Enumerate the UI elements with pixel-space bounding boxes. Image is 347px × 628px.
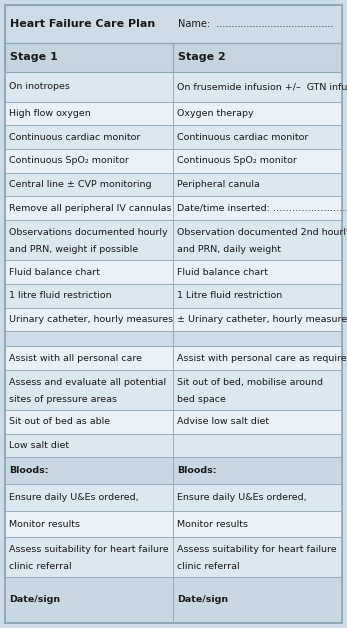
Bar xyxy=(174,538,342,577)
Text: Continuous cardiac monitor: Continuous cardiac monitor xyxy=(178,133,309,142)
Bar xyxy=(5,410,174,433)
Bar xyxy=(5,332,174,346)
Bar xyxy=(5,102,174,126)
Text: On inotropes: On inotropes xyxy=(9,82,70,91)
Text: Bloods:: Bloods: xyxy=(178,466,217,475)
Text: clinic referral: clinic referral xyxy=(9,563,71,571)
Bar xyxy=(174,284,342,308)
Bar xyxy=(174,173,342,197)
Bar xyxy=(174,72,342,102)
Text: Assess suitability for heart failure: Assess suitability for heart failure xyxy=(178,545,337,554)
Bar xyxy=(5,197,174,220)
Bar xyxy=(174,220,342,260)
Bar xyxy=(174,370,342,410)
Text: Heart Failure Care Plan: Heart Failure Care Plan xyxy=(10,19,155,29)
Text: Assist with personal care as required: Assist with personal care as required xyxy=(178,354,347,362)
Text: 1 litre fluid restriction: 1 litre fluid restriction xyxy=(9,291,112,300)
Bar xyxy=(174,260,342,284)
Text: Ensure daily U&Es ordered,: Ensure daily U&Es ordered, xyxy=(9,493,138,502)
Bar xyxy=(5,284,174,308)
Text: Continuous cardiac monitor: Continuous cardiac monitor xyxy=(9,133,141,142)
Bar xyxy=(174,511,342,538)
Bar xyxy=(5,5,342,43)
Text: Stage 1: Stage 1 xyxy=(10,53,58,63)
Text: Date/time inserted: ……………………: Date/time inserted: …………………… xyxy=(178,204,347,213)
Text: Monitor results: Monitor results xyxy=(9,519,80,529)
Bar xyxy=(174,346,342,370)
Bar xyxy=(174,126,342,149)
Text: Advise low salt diet: Advise low salt diet xyxy=(178,417,270,426)
Text: Bloods:: Bloods: xyxy=(9,466,49,475)
Bar xyxy=(5,149,174,173)
Text: Low salt diet: Low salt diet xyxy=(9,441,69,450)
Text: Sit out of bed as able: Sit out of bed as able xyxy=(9,417,110,426)
Text: Observations documented hourly: Observations documented hourly xyxy=(9,228,168,237)
Bar xyxy=(5,72,174,102)
Text: Fluid balance chart: Fluid balance chart xyxy=(9,268,100,276)
Bar xyxy=(5,433,174,457)
Bar xyxy=(174,577,342,622)
Text: Continuous SpO₂ monitor: Continuous SpO₂ monitor xyxy=(9,156,129,165)
Bar xyxy=(5,260,174,284)
Bar xyxy=(5,484,174,511)
Text: and PRN, daily weight: and PRN, daily weight xyxy=(178,246,281,254)
Bar xyxy=(174,457,342,484)
Text: Observation documented 2nd hourly: Observation documented 2nd hourly xyxy=(178,228,347,237)
Bar xyxy=(5,43,174,72)
Bar xyxy=(5,511,174,538)
Text: Assess and evaluate all potential: Assess and evaluate all potential xyxy=(9,377,166,387)
Text: and PRN, weight if possible: and PRN, weight if possible xyxy=(9,246,138,254)
Bar xyxy=(174,149,342,173)
Text: Ensure daily U&Es ordered,: Ensure daily U&Es ordered, xyxy=(178,493,307,502)
Bar xyxy=(174,197,342,220)
Bar xyxy=(174,102,342,126)
Text: Date/sign: Date/sign xyxy=(9,595,60,604)
Bar xyxy=(174,433,342,457)
Bar xyxy=(174,308,342,332)
Bar xyxy=(5,173,174,197)
Text: Sit out of bed, mobilise around: Sit out of bed, mobilise around xyxy=(178,377,323,387)
Bar xyxy=(5,370,174,410)
Text: High flow oxygen: High flow oxygen xyxy=(9,109,91,118)
Bar xyxy=(5,308,174,332)
Bar xyxy=(5,577,174,622)
Bar xyxy=(174,484,342,511)
Text: Oxygen therapy: Oxygen therapy xyxy=(178,109,254,118)
Text: ± Urinary catheter, hourly measures: ± Urinary catheter, hourly measures xyxy=(178,315,347,324)
Text: 1 Litre fluid restriction: 1 Litre fluid restriction xyxy=(178,291,283,300)
Text: Continuous SpO₂ monitor: Continuous SpO₂ monitor xyxy=(178,156,297,165)
Text: Date/sign: Date/sign xyxy=(178,595,229,604)
Bar xyxy=(5,126,174,149)
Bar xyxy=(5,346,174,370)
Text: Remove all peripheral IV cannulas: Remove all peripheral IV cannulas xyxy=(9,204,171,213)
Bar xyxy=(5,220,174,260)
Text: Peripheral canula: Peripheral canula xyxy=(178,180,260,189)
Text: Name:  .......................................: Name: ..................................… xyxy=(178,19,334,29)
Text: Urinary catheter, hourly measures: Urinary catheter, hourly measures xyxy=(9,315,173,324)
Text: Stage 2: Stage 2 xyxy=(178,53,226,63)
Text: On frusemide infusion +/–  GTN infusion: On frusemide infusion +/– GTN infusion xyxy=(178,82,347,91)
Text: Central line ± CVP monitoring: Central line ± CVP monitoring xyxy=(9,180,152,189)
Bar xyxy=(5,538,174,577)
Text: Fluid balance chart: Fluid balance chart xyxy=(178,268,269,276)
Bar xyxy=(174,410,342,433)
Bar xyxy=(174,332,342,346)
Bar xyxy=(174,43,342,72)
Text: Assess suitability for heart failure: Assess suitability for heart failure xyxy=(9,545,169,554)
Text: bed space: bed space xyxy=(178,395,226,404)
Text: Monitor results: Monitor results xyxy=(178,519,248,529)
Text: clinic referral: clinic referral xyxy=(178,563,240,571)
Text: Assist with all personal care: Assist with all personal care xyxy=(9,354,142,362)
Bar xyxy=(5,457,174,484)
Text: sites of pressure areas: sites of pressure areas xyxy=(9,395,117,404)
